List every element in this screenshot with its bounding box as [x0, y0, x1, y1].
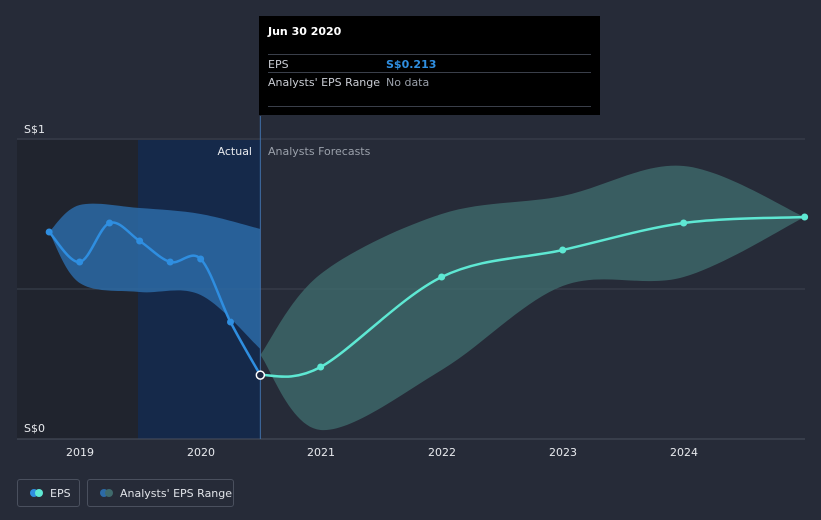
- tooltip-range-value: No data: [386, 75, 430, 89]
- x-tick-label-2022: 2022: [428, 446, 456, 459]
- eps-forecast-point-4: [680, 219, 688, 227]
- tooltip-date: Jun 30 2020: [268, 25, 342, 38]
- tooltip-row-eps: EPS S$0.213: [268, 54, 591, 73]
- tooltip: Jun 30 2020 EPS S$0.213 Analysts' EPS Ra…: [259, 16, 600, 115]
- eps-forecast-point-2: [438, 273, 446, 281]
- eps-legend-icon: [30, 489, 43, 497]
- eps-forecast-point-3: [559, 246, 567, 254]
- x-tick-label-2023: 2023: [549, 446, 577, 459]
- x-tick-label-2021: 2021: [307, 446, 335, 459]
- eps-actual-point-6: [227, 318, 235, 326]
- legend-eps-button[interactable]: EPS: [17, 479, 80, 507]
- eps-swatch-forecast: [35, 489, 43, 497]
- range-swatch-forecast: [105, 489, 113, 497]
- tooltip-eps-label: EPS: [268, 57, 289, 71]
- forecast-eps-range-band: [260, 165, 805, 431]
- legend-eps-label: EPS: [50, 486, 71, 500]
- tooltip-eps-value: S$0.213: [386, 57, 437, 71]
- legend-range-button[interactable]: Analysts' EPS Range: [87, 479, 234, 507]
- eps-forecast-point-5: [801, 213, 809, 221]
- tooltip-divider: [268, 106, 591, 107]
- x-tick-label-2020: 2020: [187, 446, 215, 459]
- highlighted-point: [255, 370, 266, 380]
- y-tick-label-1: S$0: [24, 422, 45, 435]
- eps-actual-point-5: [197, 255, 205, 263]
- range-swatch-actual: [100, 489, 108, 497]
- eps-actual-point-4: [166, 258, 174, 266]
- legend-range-label: Analysts' EPS Range: [120, 486, 233, 500]
- tooltip-range-label: Analysts' EPS Range: [268, 75, 381, 89]
- tooltip-row-range: Analysts' EPS Range No data: [268, 72, 591, 91]
- forecast-label: Analysts Forecasts: [268, 145, 371, 158]
- eps-forecast-point-1: [317, 363, 325, 371]
- eps-actual-point-0: [45, 228, 53, 236]
- actual-eps-range-band: [49, 203, 261, 349]
- eps-actual-point-2: [106, 219, 114, 227]
- axis-labels: S$1 S$0 2019 2020 2021 2022 2023 2024: [24, 123, 698, 459]
- eps-actual-line: [48, 221, 262, 376]
- eps-points: [45, 213, 809, 380]
- eps-actual-point-1: [76, 258, 84, 266]
- eps-swatch-actual: [30, 489, 38, 497]
- actual-label: Actual: [218, 145, 252, 158]
- range-legend-icon: [100, 489, 113, 497]
- x-tick-label-2019: 2019: [66, 446, 94, 459]
- x-tick-label-2024: 2024: [670, 446, 698, 459]
- y-tick-label-0: S$1: [24, 123, 45, 136]
- eps-actual-point-3: [136, 237, 144, 245]
